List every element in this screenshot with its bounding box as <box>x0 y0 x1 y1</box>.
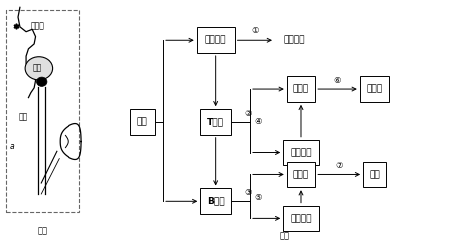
Bar <box>200 109 231 135</box>
Text: ④: ④ <box>255 118 262 126</box>
Text: 抗原: 抗原 <box>137 118 147 126</box>
Text: 靶细胞: 靶细胞 <box>366 85 383 93</box>
Text: a: a <box>9 142 14 151</box>
Bar <box>287 162 315 187</box>
Text: T细胞: T细胞 <box>207 118 224 126</box>
Text: B细胞: B细胞 <box>207 197 225 206</box>
Text: ②: ② <box>245 109 252 118</box>
Bar <box>197 27 235 53</box>
Bar <box>363 162 386 187</box>
Bar <box>130 109 155 135</box>
Text: 下丘脑: 下丘脑 <box>31 21 45 30</box>
Text: ①: ① <box>251 26 258 35</box>
Bar <box>200 188 231 214</box>
Text: ⑤: ⑤ <box>255 193 262 202</box>
Ellipse shape <box>25 57 53 80</box>
Text: 图一: 图一 <box>37 226 48 235</box>
Text: 抗体: 抗体 <box>369 170 380 179</box>
Text: 杀灭抗原: 杀灭抗原 <box>283 36 305 45</box>
Bar <box>6 10 79 212</box>
Text: 垂体: 垂体 <box>32 64 42 73</box>
Bar <box>283 140 319 165</box>
Text: ③: ③ <box>245 188 252 197</box>
Bar <box>287 76 315 102</box>
Text: 图二: 图二 <box>279 231 290 240</box>
Text: 记忆细胞: 记忆细胞 <box>290 148 312 157</box>
Text: ⑦: ⑦ <box>336 162 343 170</box>
Text: （乙）: （乙） <box>293 170 309 179</box>
Bar <box>283 205 319 231</box>
Ellipse shape <box>36 77 47 86</box>
Bar <box>360 76 389 102</box>
Text: 记忆细胞: 记忆细胞 <box>290 214 312 223</box>
Text: （甲）: （甲） <box>293 85 309 93</box>
Text: 吞噬细胞: 吞噬细胞 <box>205 36 227 45</box>
Text: 血管: 血管 <box>19 113 28 122</box>
Text: ⑥: ⑥ <box>334 76 341 85</box>
